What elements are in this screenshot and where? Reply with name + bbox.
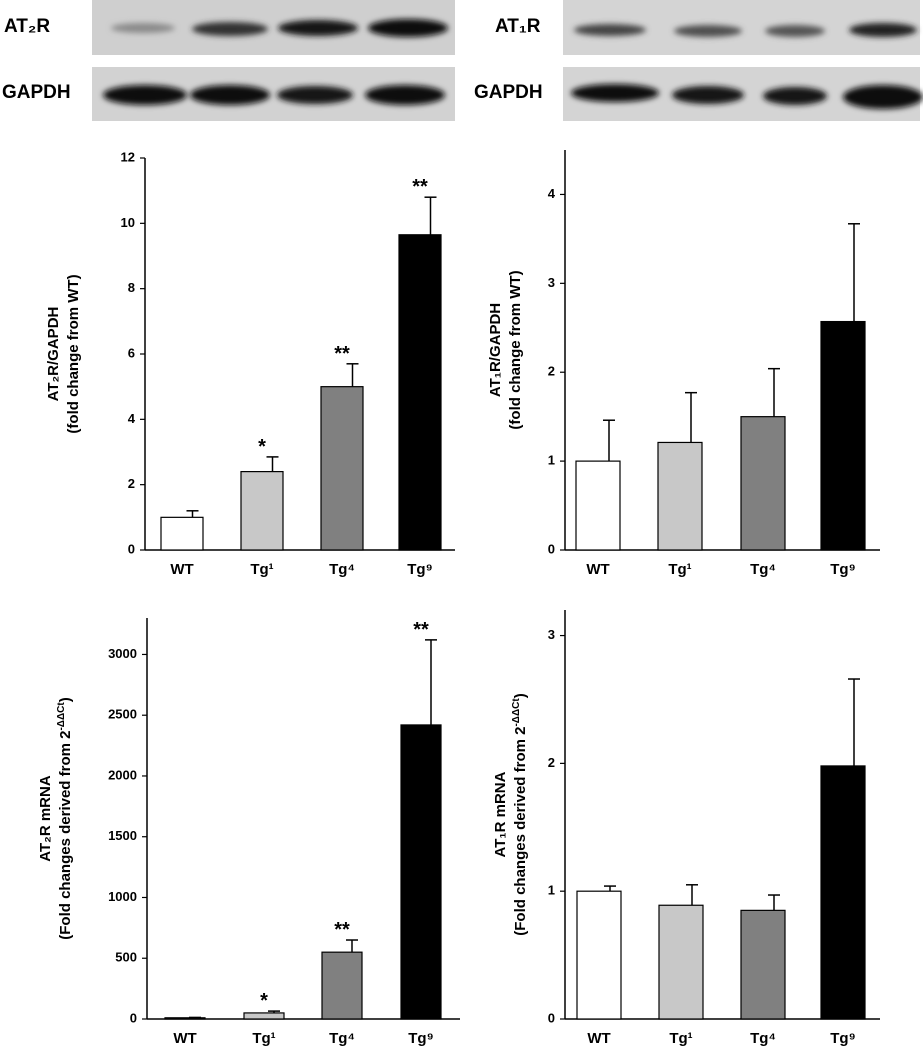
bar xyxy=(164,1017,206,1020)
band xyxy=(574,24,646,36)
x-tick-label: Tg⁹ xyxy=(830,1030,855,1047)
y-tick-label: 2 xyxy=(548,755,555,770)
y-tick-label: 2 xyxy=(128,476,135,491)
y-axis-label: (fold change from WT) xyxy=(65,274,82,433)
band xyxy=(849,23,917,37)
band xyxy=(365,85,445,105)
blot-label: AT₂R xyxy=(4,16,50,37)
y-axis-label: (Fold changes derived from 2-ΔΔCt) xyxy=(511,693,529,935)
band xyxy=(765,25,825,37)
y-tick-label: 4 xyxy=(128,411,136,426)
y-tick-label: 2000 xyxy=(108,767,137,782)
y-tick-label: 1 xyxy=(548,883,555,898)
y-tick-label: 2 xyxy=(548,364,555,379)
band xyxy=(672,86,744,104)
y-tick-label: 3 xyxy=(548,627,555,642)
x-tick-label: Tg¹ xyxy=(252,1030,275,1047)
bar xyxy=(740,416,786,551)
y-axis-label-part: (fold change from WT) xyxy=(65,274,82,433)
bar xyxy=(740,909,786,1020)
blot-label: GAPDH xyxy=(474,82,543,103)
y-axis-label: (fold change from WT) xyxy=(507,270,524,429)
significance: ** xyxy=(413,619,429,641)
x-tick-label: Tg⁴ xyxy=(329,1030,355,1047)
band xyxy=(192,22,268,36)
blot-label: AT₁R xyxy=(495,16,541,37)
significance: * xyxy=(260,990,268,1012)
bar xyxy=(320,386,364,551)
bar xyxy=(820,320,866,551)
bar xyxy=(398,234,442,551)
y-tick-label: 8 xyxy=(128,280,135,295)
bar xyxy=(575,460,621,551)
y-tick-label: 4 xyxy=(548,186,556,201)
bar xyxy=(240,471,284,551)
y-axis-label: AT₁R mRNA xyxy=(492,771,509,857)
y-tick-label: 0 xyxy=(548,1010,555,1025)
x-tick-label: Tg⁹ xyxy=(407,561,432,578)
x-tick-label: Tg⁴ xyxy=(750,1030,776,1047)
y-tick-label: 1 xyxy=(548,453,555,468)
y-tick-label: 12 xyxy=(121,149,135,164)
y-tick-label: 0 xyxy=(130,1010,137,1025)
y-tick-label: 6 xyxy=(128,345,135,360)
y-tick-label: 1000 xyxy=(108,889,137,904)
x-tick-label: WT xyxy=(587,1030,610,1047)
band xyxy=(111,23,175,33)
y-axis-label: (Fold changes derived from 2-ΔΔCt) xyxy=(56,697,74,939)
y-tick-label: 0 xyxy=(128,541,135,556)
y-axis-label-part: (Fold changes derived from 2 xyxy=(57,731,74,940)
y-tick-label: 1500 xyxy=(108,828,137,843)
bar xyxy=(400,724,442,1020)
y-tick-label: 0 xyxy=(548,541,555,556)
bar xyxy=(820,765,866,1020)
x-tick-label: Tg¹ xyxy=(668,561,691,578)
bar xyxy=(658,904,704,1020)
y-tick-label: 2500 xyxy=(108,707,137,722)
y-tick-label: 500 xyxy=(115,950,137,965)
y-axis-label-part: (Fold changes derived from 2 xyxy=(512,727,529,936)
x-tick-label: WT xyxy=(586,561,609,578)
band xyxy=(277,86,353,104)
x-tick-label: Tg⁴ xyxy=(329,561,355,578)
blot-images xyxy=(92,0,923,121)
y-axis-label: AT₁R/GAPDH xyxy=(487,303,504,397)
x-tick-label: WT xyxy=(173,1030,196,1047)
y-axis-label-sup: -ΔΔCt xyxy=(56,702,67,731)
x-tick-label: Tg¹ xyxy=(669,1030,692,1047)
band xyxy=(368,19,448,37)
band xyxy=(571,84,659,102)
bar xyxy=(576,890,622,1020)
y-axis-label: AT₂R mRNA xyxy=(37,775,54,862)
y-tick-label: 3000 xyxy=(108,646,137,661)
y-tick-label: 3 xyxy=(548,275,555,290)
bar xyxy=(160,516,204,551)
y-axis-label-part: ) xyxy=(512,693,529,698)
y-axis-label-part: (fold change from WT) xyxy=(507,270,524,429)
y-axis-label: AT₂R/GAPDH xyxy=(45,307,62,402)
band xyxy=(763,87,827,105)
band xyxy=(843,85,923,109)
y-tick-label: 10 xyxy=(121,215,135,230)
band xyxy=(103,85,187,105)
significance: ** xyxy=(334,343,350,365)
x-tick-label: Tg⁹ xyxy=(408,1030,433,1047)
band xyxy=(190,85,270,105)
y-axis-label-part: ) xyxy=(57,697,74,702)
significance: * xyxy=(258,436,266,458)
blot-label: GAPDH xyxy=(2,82,71,103)
significance: ** xyxy=(334,919,350,941)
bar xyxy=(657,441,703,551)
bar xyxy=(243,1012,285,1020)
x-tick-label: WT xyxy=(170,561,193,578)
bar xyxy=(321,951,363,1020)
y-axis-label-sup: -ΔΔCt xyxy=(511,698,522,727)
band xyxy=(674,25,742,37)
x-tick-label: Tg⁹ xyxy=(830,561,855,578)
x-tick-label: Tg¹ xyxy=(250,561,273,578)
significance: ** xyxy=(412,176,428,198)
band xyxy=(278,20,358,36)
x-tick-label: Tg⁴ xyxy=(750,561,776,578)
